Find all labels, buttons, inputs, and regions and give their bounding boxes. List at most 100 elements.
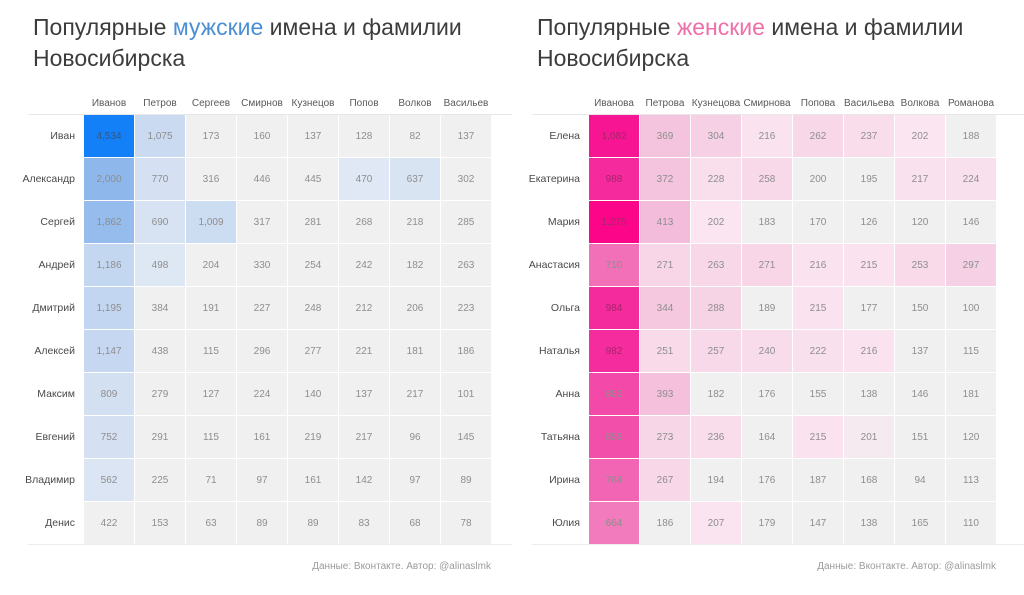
heatmap-cell[interactable]: 83 xyxy=(339,502,389,544)
heatmap-cell[interactable]: 191 xyxy=(186,287,236,329)
heatmap-cell[interactable]: 2,000 xyxy=(84,158,134,200)
heatmap-cell[interactable]: 217 xyxy=(895,158,945,200)
heatmap-cell[interactable]: 221 xyxy=(339,330,389,372)
heatmap-cell[interactable]: 187 xyxy=(793,459,843,501)
heatmap-cell[interactable]: 267 xyxy=(640,459,690,501)
heatmap-cell[interactable]: 223 xyxy=(441,287,491,329)
heatmap-cell[interactable]: 1,075 xyxy=(135,115,185,157)
heatmap-cell[interactable]: 200 xyxy=(793,158,843,200)
heatmap-cell[interactable]: 137 xyxy=(288,115,338,157)
heatmap-cell[interactable]: 664 xyxy=(589,502,639,544)
heatmap-cell[interactable]: 237 xyxy=(844,115,894,157)
heatmap-cell[interactable]: 224 xyxy=(946,158,996,200)
heatmap-cell[interactable]: 195 xyxy=(844,158,894,200)
row-header-firstname[interactable]: Сергей xyxy=(40,216,75,228)
heatmap-cell[interactable]: 217 xyxy=(339,416,389,458)
heatmap-cell[interactable]: 770 xyxy=(135,158,185,200)
heatmap-cell[interactable]: 215 xyxy=(793,287,843,329)
heatmap-cell[interactable]: 1,186 xyxy=(84,244,134,286)
heatmap-cell[interactable]: 764 xyxy=(589,459,639,501)
heatmap-cell[interactable]: 304 xyxy=(691,115,741,157)
row-header-firstname[interactable]: Александр xyxy=(22,173,75,185)
heatmap-cell[interactable]: 138 xyxy=(844,502,894,544)
heatmap-cell[interactable]: 297 xyxy=(946,244,996,286)
heatmap-cell[interactable]: 251 xyxy=(640,330,690,372)
heatmap-cell[interactable]: 137 xyxy=(441,115,491,157)
row-header-firstname[interactable]: Анастасия xyxy=(528,259,580,271)
row-header-firstname[interactable]: Иван xyxy=(50,130,75,142)
heatmap-cell[interactable]: 97 xyxy=(390,459,440,501)
heatmap-cell[interactable]: 562 xyxy=(84,459,134,501)
heatmap-cell[interactable]: 137 xyxy=(895,330,945,372)
heatmap-cell[interactable]: 89 xyxy=(288,502,338,544)
heatmap-cell[interactable]: 202 xyxy=(691,201,741,243)
heatmap-cell[interactable]: 372 xyxy=(640,158,690,200)
row-header-firstname[interactable]: Максим xyxy=(37,388,75,400)
heatmap-cell[interactable]: 161 xyxy=(288,459,338,501)
row-header-firstname[interactable]: Анна xyxy=(555,388,580,400)
row-header-firstname[interactable]: Юлия xyxy=(552,517,580,529)
heatmap-cell[interactable]: 215 xyxy=(793,416,843,458)
column-header-surname[interactable]: Кузнецов xyxy=(291,98,335,109)
heatmap-cell[interactable]: 138 xyxy=(844,373,894,415)
heatmap-cell[interactable]: 228 xyxy=(691,158,741,200)
heatmap-cell[interactable]: 219 xyxy=(288,416,338,458)
heatmap-cell[interactable]: 291 xyxy=(135,416,185,458)
heatmap-cell[interactable]: 176 xyxy=(742,459,792,501)
heatmap-cell[interactable]: 344 xyxy=(640,287,690,329)
heatmap-cell[interactable]: 204 xyxy=(186,244,236,286)
heatmap-cell[interactable]: 240 xyxy=(742,330,792,372)
heatmap-cell[interactable]: 445 xyxy=(288,158,338,200)
heatmap-cell[interactable]: 1,195 xyxy=(84,287,134,329)
heatmap-cell[interactable]: 161 xyxy=(237,416,287,458)
heatmap-cell[interactable]: 63 xyxy=(186,502,236,544)
heatmap-cell[interactable]: 115 xyxy=(946,330,996,372)
heatmap-cell[interactable]: 216 xyxy=(844,330,894,372)
column-header-surname[interactable]: Кузнецова xyxy=(691,98,741,109)
heatmap-cell[interactable]: 637 xyxy=(390,158,440,200)
heatmap-cell[interactable]: 1,082 xyxy=(589,115,639,157)
heatmap-cell[interactable]: 140 xyxy=(288,373,338,415)
heatmap-cell[interactable]: 858 xyxy=(589,416,639,458)
heatmap-cell[interactable]: 242 xyxy=(339,244,389,286)
heatmap-cell[interactable]: 176 xyxy=(742,373,792,415)
heatmap-cell[interactable]: 393 xyxy=(640,373,690,415)
heatmap-cell[interactable]: 182 xyxy=(390,244,440,286)
heatmap-cell[interactable]: 882 xyxy=(589,373,639,415)
heatmap-cell[interactable]: 288 xyxy=(691,287,741,329)
heatmap-cell[interactable]: 96 xyxy=(390,416,440,458)
column-header-surname[interactable]: Васильева xyxy=(844,98,895,109)
heatmap-cell[interactable]: 216 xyxy=(742,115,792,157)
heatmap-cell[interactable]: 413 xyxy=(640,201,690,243)
heatmap-cell[interactable]: 263 xyxy=(691,244,741,286)
heatmap-cell[interactable]: 186 xyxy=(640,502,690,544)
heatmap-cell[interactable]: 330 xyxy=(237,244,287,286)
heatmap-cell[interactable]: 253 xyxy=(895,244,945,286)
heatmap-cell[interactable]: 438 xyxy=(135,330,185,372)
heatmap-cell[interactable]: 277 xyxy=(288,330,338,372)
row-header-firstname[interactable]: Елена xyxy=(549,130,580,142)
heatmap-cell[interactable]: 177 xyxy=(844,287,894,329)
heatmap-cell[interactable]: 164 xyxy=(742,416,792,458)
heatmap-cell[interactable]: 369 xyxy=(640,115,690,157)
heatmap-cell[interactable]: 170 xyxy=(793,201,843,243)
heatmap-cell[interactable]: 690 xyxy=(135,201,185,243)
heatmap-cell[interactable]: 752 xyxy=(84,416,134,458)
column-header-surname[interactable]: Иванов xyxy=(91,98,127,109)
heatmap-cell[interactable]: 296 xyxy=(237,330,287,372)
heatmap-cell[interactable]: 809 xyxy=(84,373,134,415)
heatmap-cell[interactable]: 988 xyxy=(589,158,639,200)
heatmap-cell[interactable]: 68 xyxy=(390,502,440,544)
heatmap-cell[interactable]: 151 xyxy=(895,416,945,458)
row-header-firstname[interactable]: Алексей xyxy=(34,345,75,357)
heatmap-cell[interactable]: 153 xyxy=(135,502,185,544)
heatmap-cell[interactable]: 97 xyxy=(237,459,287,501)
heatmap-cell[interactable]: 189 xyxy=(742,287,792,329)
heatmap-cell[interactable]: 137 xyxy=(339,373,389,415)
heatmap-cell[interactable]: 4,534 xyxy=(84,115,134,157)
heatmap-cell[interactable]: 422 xyxy=(84,502,134,544)
heatmap-cell[interactable]: 273 xyxy=(640,416,690,458)
heatmap-cell[interactable]: 181 xyxy=(390,330,440,372)
heatmap-cell[interactable]: 206 xyxy=(390,287,440,329)
heatmap-cell[interactable]: 165 xyxy=(895,502,945,544)
